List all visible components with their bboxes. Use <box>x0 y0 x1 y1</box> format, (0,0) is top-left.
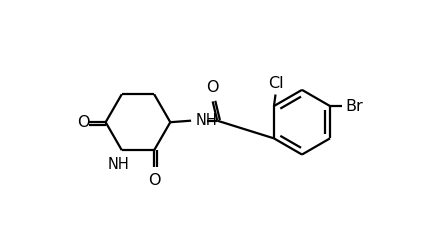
Text: O: O <box>206 80 218 95</box>
Text: O: O <box>148 173 160 188</box>
Text: Cl: Cl <box>268 76 284 91</box>
Text: NH: NH <box>196 113 217 128</box>
Text: O: O <box>77 115 90 130</box>
Text: Br: Br <box>345 98 363 113</box>
Text: NH: NH <box>108 157 129 172</box>
